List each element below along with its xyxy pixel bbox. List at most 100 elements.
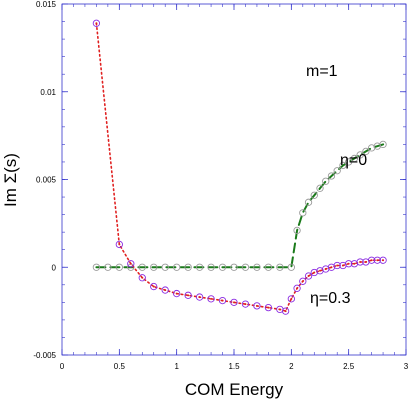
x-tick-label: 2 <box>289 362 294 371</box>
series-1-point <box>241 300 250 308</box>
x-tick-label: 3 <box>404 362 409 371</box>
series-1-point-center <box>267 306 270 309</box>
series-1-point <box>379 256 387 264</box>
series-0-point <box>316 184 324 192</box>
series-1-point-center <box>152 285 155 288</box>
series-layer <box>92 19 387 315</box>
series-0-point <box>304 198 313 206</box>
series-1-point-center <box>244 303 247 306</box>
series-1-point <box>207 295 215 303</box>
x-tick-label: 1.5 <box>228 362 240 371</box>
series-0-point <box>299 209 307 217</box>
series-1-point <box>299 277 307 285</box>
series-0-point <box>241 263 250 271</box>
series-1-point <box>230 298 238 306</box>
annotation-m: m=1 <box>306 63 338 80</box>
series-1-point <box>195 293 204 301</box>
series-1-point <box>218 296 227 305</box>
series-1-point <box>333 261 341 270</box>
y-tick-label: -0.005 <box>33 351 56 360</box>
series-0-point <box>161 263 169 271</box>
series-0-point <box>350 154 359 163</box>
series-1-point <box>293 284 301 292</box>
series-1-point-center <box>341 264 344 267</box>
series-0-point <box>138 263 146 271</box>
y-tick-label: 0 <box>52 263 57 272</box>
x-tick-label: 0 <box>60 362 65 371</box>
series-1-point-center <box>187 294 190 297</box>
series-0-point <box>339 161 347 170</box>
series-0-point <box>362 147 370 156</box>
series-1-point-center <box>284 310 287 313</box>
annotation-eta03: η=0.3 <box>310 290 351 307</box>
series-1-point-center <box>175 292 178 295</box>
x-tick-label: 2.5 <box>343 362 355 371</box>
series-1-point <box>287 295 295 303</box>
series-1-point-center <box>336 264 339 267</box>
series-1-point <box>264 303 273 312</box>
series-1-point-center <box>141 276 144 279</box>
series-1-point <box>150 282 158 291</box>
series-1-point <box>304 272 313 280</box>
series-1-point <box>367 256 376 264</box>
y-tick-label: 0.005 <box>36 176 57 185</box>
series-1-point <box>138 274 146 282</box>
series-1-point <box>173 289 181 298</box>
series-1-point <box>115 240 123 249</box>
series-0-point <box>150 263 158 271</box>
series-0-point <box>230 263 238 271</box>
series-1-point-center <box>364 260 367 263</box>
series-1-point-center <box>290 297 293 300</box>
series-0-point <box>276 263 284 271</box>
series-1-point-center <box>313 271 316 274</box>
series-1-point-center <box>319 269 321 272</box>
series-0-point <box>327 172 336 180</box>
series-0-point <box>356 151 364 159</box>
series-1-point-center <box>324 268 327 271</box>
series-1-point-center <box>198 296 201 299</box>
series-0-point <box>322 177 330 185</box>
series-0-point <box>207 263 215 271</box>
series-1-point-center <box>278 308 281 311</box>
series-1-point-center <box>95 22 98 25</box>
series-0-point <box>92 263 101 271</box>
y-tick-label: 0.015 <box>36 0 57 9</box>
series-1-point-center <box>382 259 385 262</box>
series-1-point <box>281 307 290 315</box>
series-1-point-center <box>359 260 362 263</box>
series-1-point-center <box>255 304 258 307</box>
series-1-point-center <box>330 266 333 269</box>
series-1-point-center <box>347 262 350 265</box>
series-0-point <box>293 226 301 235</box>
series-0-point <box>173 263 181 271</box>
series-1-point-center <box>233 301 235 304</box>
series-1-point-center <box>307 275 310 278</box>
series-1-point <box>345 260 353 268</box>
series-1-point <box>373 256 381 264</box>
series-1-point <box>127 260 135 268</box>
series-1-point <box>253 302 261 310</box>
series-0-point <box>379 140 387 149</box>
series-1-point-center <box>221 299 224 302</box>
x-tick-label: 1 <box>174 362 179 371</box>
series-0-point <box>218 263 227 271</box>
series-0-point <box>115 263 123 271</box>
series-1-point <box>356 258 364 266</box>
series-1-point-center <box>118 243 121 246</box>
series-0-point <box>345 158 353 166</box>
axis-ticks: 0 0.5 1 1.5 2 2.5 3 -0.005 0 0.005 0.01 0.015 <box>33 0 408 371</box>
series-0-point <box>253 263 261 271</box>
series-1-point-center <box>296 287 299 290</box>
series-0-point <box>287 263 295 271</box>
series-1-point-center <box>353 262 356 265</box>
series-1-point-center <box>301 280 304 283</box>
series-1-point-center <box>129 262 132 265</box>
series-1-point-center <box>164 289 167 292</box>
y-axis-title: Im Σ(s) <box>1 153 20 207</box>
series-0-point <box>264 263 273 271</box>
series-1-point <box>161 286 169 294</box>
series-1-point <box>92 19 101 27</box>
x-axis-title: COM Energy <box>185 380 284 399</box>
series-1-point-center <box>370 259 373 262</box>
